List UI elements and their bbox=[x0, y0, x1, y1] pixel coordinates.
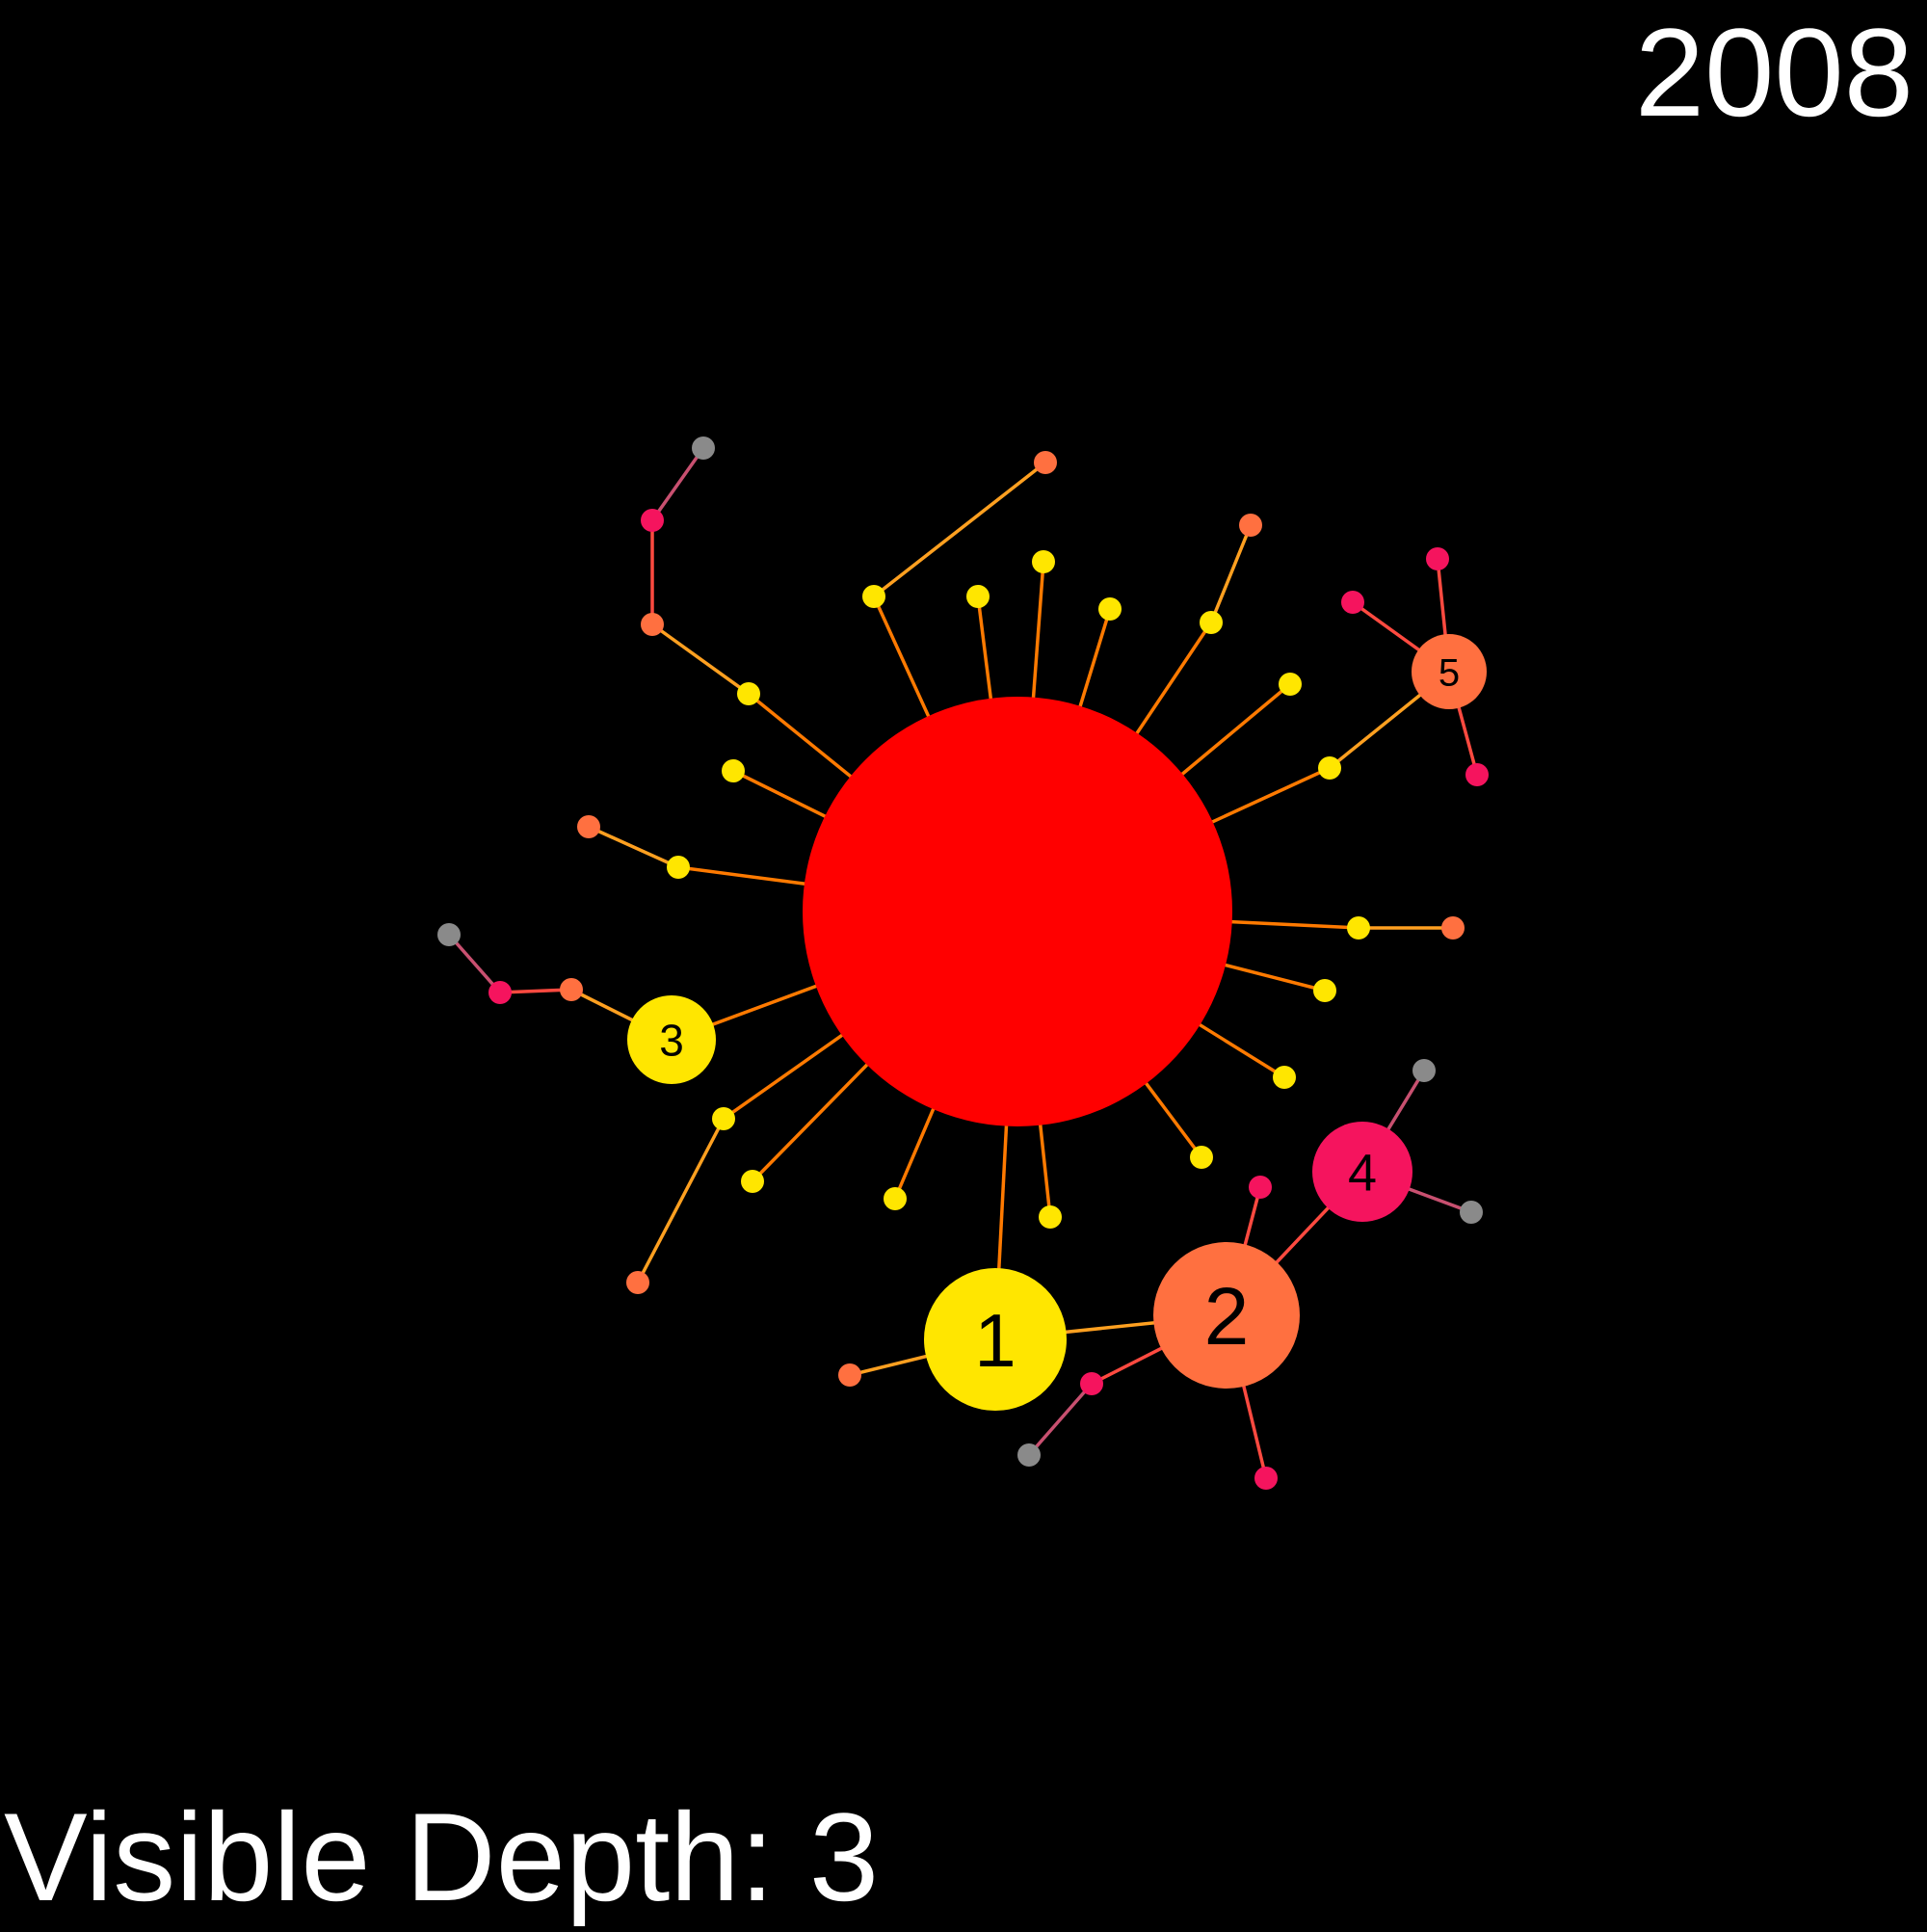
node-n2b bbox=[1080, 1372, 1103, 1395]
node-d1 bbox=[667, 856, 690, 879]
node-a4 bbox=[437, 923, 461, 946]
node-s1 bbox=[1039, 1205, 1062, 1229]
node-n3b bbox=[1460, 1201, 1483, 1224]
node-k2 bbox=[1034, 451, 1057, 474]
node-g4 bbox=[1426, 547, 1449, 570]
node-n1b bbox=[838, 1363, 861, 1387]
node-o2 bbox=[1441, 916, 1465, 940]
edge-e1-k2 bbox=[872, 461, 1047, 598]
edge-b1-b2 bbox=[636, 1118, 726, 1284]
node-f1 bbox=[722, 759, 745, 782]
edge-a2-a3 bbox=[499, 988, 572, 994]
node-n2e bbox=[1017, 1443, 1041, 1467]
node-e1 bbox=[862, 585, 885, 608]
node-p1 bbox=[1313, 979, 1336, 1002]
node-m2 bbox=[641, 613, 664, 636]
node-label-2: 2 bbox=[1204, 1271, 1250, 1362]
nodes-layer: 1 2 4 3 5 bbox=[437, 437, 1489, 1490]
node-a3 bbox=[488, 981, 512, 1004]
node-label-4: 4 bbox=[1348, 1144, 1377, 1202]
node-j1 bbox=[1098, 597, 1122, 621]
node-a2 bbox=[560, 978, 583, 1001]
node-r1 bbox=[1190, 1146, 1213, 1169]
node-c1 bbox=[741, 1170, 764, 1193]
node-l1 bbox=[966, 585, 990, 608]
node-g2 bbox=[1412, 634, 1487, 709]
node-m1 bbox=[737, 682, 760, 705]
node-i2 bbox=[1239, 514, 1262, 537]
node-n2d bbox=[1249, 1176, 1272, 1199]
node-k1 bbox=[1032, 550, 1055, 573]
node-m4 bbox=[692, 437, 715, 460]
node-n3 bbox=[1312, 1122, 1412, 1222]
node-d2 bbox=[577, 815, 600, 838]
root-node bbox=[803, 697, 1232, 1126]
node-label-5: 5 bbox=[1439, 651, 1460, 694]
edge-n2b-n2e bbox=[1027, 1382, 1094, 1457]
node-n2 bbox=[1153, 1242, 1300, 1389]
node-g5 bbox=[1465, 763, 1489, 786]
edge-m1-m2 bbox=[650, 622, 751, 696]
node-h1 bbox=[1279, 673, 1302, 696]
node-q1 bbox=[1273, 1066, 1296, 1089]
node-a1 bbox=[627, 995, 716, 1084]
node-label-3: 3 bbox=[659, 1016, 684, 1066]
edge-d1-d2 bbox=[588, 825, 679, 869]
year-label: 2008 bbox=[1634, 2, 1914, 143]
node-m3 bbox=[641, 509, 664, 532]
node-n1 bbox=[924, 1268, 1067, 1411]
node-n2c bbox=[1254, 1467, 1278, 1490]
node-g1 bbox=[1318, 756, 1341, 780]
node-g3 bbox=[1341, 591, 1364, 614]
node-n3a bbox=[1412, 1059, 1436, 1082]
edge-a3-a4 bbox=[447, 933, 502, 994]
node-t1 bbox=[884, 1187, 907, 1210]
node-i1 bbox=[1200, 611, 1223, 634]
node-o1 bbox=[1347, 916, 1370, 940]
node-label-1: 1 bbox=[974, 1298, 1016, 1383]
node-b1 bbox=[712, 1107, 735, 1130]
node-b2 bbox=[626, 1271, 649, 1294]
edge-m3-m4 bbox=[650, 446, 705, 522]
edge-i1-i2 bbox=[1209, 524, 1253, 623]
visible-depth-label: Visible Depth: 3 bbox=[4, 1786, 880, 1927]
